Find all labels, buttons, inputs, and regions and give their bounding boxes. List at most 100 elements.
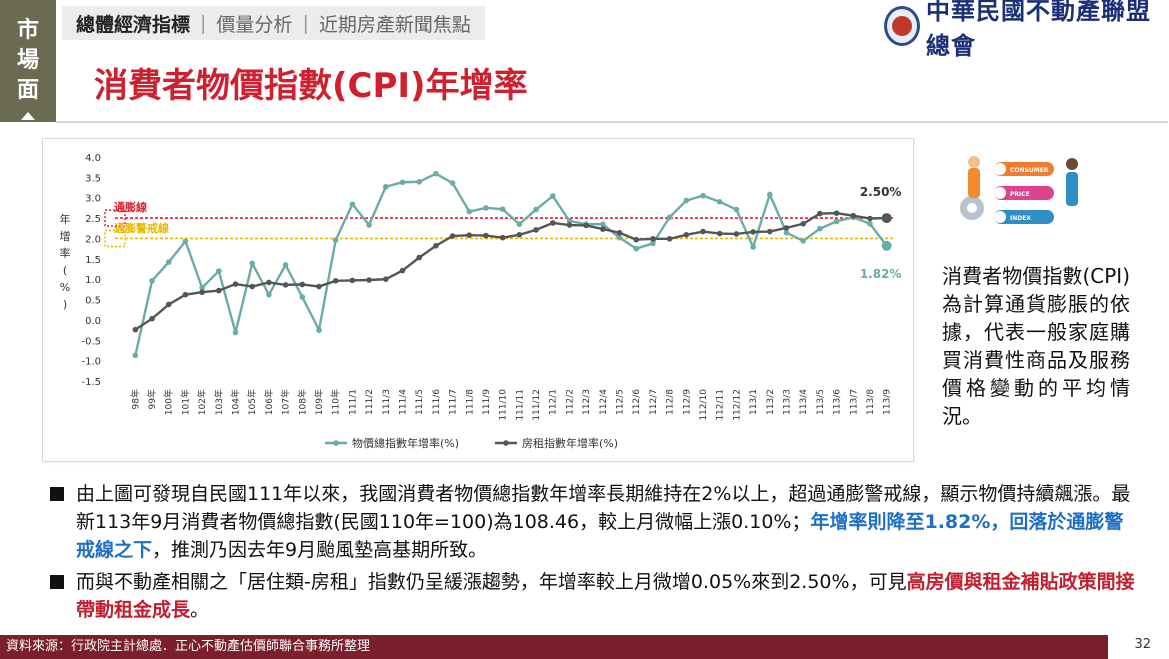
x-tick-label: 112/3 xyxy=(582,389,592,415)
cpi-illustration: CONSUMER PRICE INDEX xyxy=(960,156,1078,224)
data-point xyxy=(266,279,272,286)
seal-icon xyxy=(884,6,921,46)
data-point xyxy=(132,326,139,333)
x-tick-label: 101年 xyxy=(179,389,191,415)
data-point xyxy=(817,225,823,232)
data-point xyxy=(566,222,573,228)
bullet-tail: ，推測乃因去年9月颱風墊高基期所致。 xyxy=(152,539,488,561)
x-tick-label: 113/6 xyxy=(833,389,843,415)
x-tick-label: 113/5 xyxy=(816,389,826,415)
bullet-list: 由上圖可發現自民國111年以來，我國消費者物價總指數年增率長期維持在2%以上，超… xyxy=(48,480,1138,628)
y-tick-label: 2.0 xyxy=(85,234,101,245)
data-point xyxy=(733,206,740,213)
data-point xyxy=(382,276,389,282)
data-point xyxy=(783,225,790,231)
y-axis-label-char: 年 xyxy=(60,212,71,226)
x-tick-label: 111/9 xyxy=(482,389,492,415)
nav-separator: | xyxy=(200,12,207,34)
y-axis-label-char: % xyxy=(60,281,70,294)
y-axis-label-char: 率 xyxy=(60,246,71,260)
illus-label-price: PRICE xyxy=(1010,191,1030,198)
logo: 中華民國不動產聯盟總會 xyxy=(884,0,1169,60)
data-point xyxy=(149,278,155,284)
x-tick-label: 112/11 xyxy=(716,389,726,421)
legend-label: 房租指數年增率(%) xyxy=(522,436,618,450)
data-point xyxy=(800,238,806,244)
data-point xyxy=(366,277,372,283)
data-point xyxy=(249,283,256,290)
x-tick-label: 113/3 xyxy=(782,389,792,415)
data-point xyxy=(216,268,222,274)
x-tick-label: 111/3 xyxy=(382,389,392,415)
data-point xyxy=(433,170,439,177)
ref-box xyxy=(104,209,126,227)
x-tick-label: 112/4 xyxy=(599,389,609,415)
data-point xyxy=(199,289,205,296)
y-tick-label: -0.5 xyxy=(81,336,101,347)
data-point xyxy=(533,227,539,233)
x-tick-label: 112/2 xyxy=(565,389,575,415)
y-axis-label-char: ) xyxy=(63,298,67,311)
ref-line-label: 通膨警戒線 xyxy=(114,221,169,235)
bullet-square-icon xyxy=(50,575,64,589)
data-point xyxy=(633,245,640,252)
data-point xyxy=(533,206,539,213)
data-point xyxy=(499,234,506,241)
data-point xyxy=(316,283,322,290)
data-point xyxy=(499,206,506,212)
up-arrow-icon xyxy=(21,112,35,120)
data-point xyxy=(449,180,456,186)
data-point xyxy=(766,228,773,235)
data-point xyxy=(332,278,339,284)
data-point xyxy=(817,210,823,217)
data-point xyxy=(249,260,256,267)
nav-tab-news[interactable]: 近期房產新聞焦點 xyxy=(318,13,471,36)
y-tick-label: 3.5 xyxy=(85,173,101,184)
x-tick-label: 103年 xyxy=(213,389,225,415)
data-point xyxy=(583,222,589,229)
data-point xyxy=(132,352,139,359)
bullet-highlight: 年增率則降至1.82%，回落於通膨警戒線之下 xyxy=(76,511,1124,561)
data-point xyxy=(867,215,873,222)
x-tick-label: 102年 xyxy=(196,389,208,415)
data-point xyxy=(282,282,289,288)
page-number: 32 xyxy=(1134,637,1151,652)
data-point xyxy=(566,218,573,224)
page-title: 消費者物價指數(CPI)年增率 xyxy=(94,66,528,106)
data-point xyxy=(733,231,740,237)
x-tick-label: 111/7 xyxy=(449,389,459,415)
y-tick-label: 0.0 xyxy=(85,316,101,327)
y-tick-label: 4.0 xyxy=(85,153,101,164)
data-point xyxy=(332,237,339,243)
x-tick-label: 112/8 xyxy=(666,389,676,415)
ref-box xyxy=(104,229,126,248)
x-tick-label: 111/5 xyxy=(415,389,425,415)
bullet-square-icon xyxy=(50,487,64,501)
series-line xyxy=(134,212,887,331)
data-point xyxy=(466,208,473,215)
legend-marker xyxy=(503,440,509,446)
annotation-label: 2.50% xyxy=(860,185,902,199)
data-point xyxy=(182,238,189,245)
nav-tab-price-volume[interactable]: 價量分析 xyxy=(216,13,293,36)
data-point xyxy=(666,236,673,242)
x-tick-label: 98年 xyxy=(129,389,141,409)
annotation-label: 1.82% xyxy=(860,267,902,281)
legend-marker xyxy=(333,440,339,446)
x-tick-label: 100年 xyxy=(163,389,175,415)
x-tick-label: 111/4 xyxy=(398,389,408,415)
data-point xyxy=(299,294,306,300)
x-tick-label: 112/9 xyxy=(682,389,692,415)
x-tick-label: 113/4 xyxy=(799,389,809,415)
x-tick-label: 111/10 xyxy=(499,389,509,421)
x-tick-label: 113/1 xyxy=(749,389,759,415)
x-tick-label: 106年 xyxy=(263,389,275,415)
data-point xyxy=(182,291,189,298)
y-tick-label: -1.0 xyxy=(81,357,101,368)
data-point xyxy=(483,205,489,211)
y-tick-label: 1.0 xyxy=(85,275,101,286)
data-point xyxy=(165,301,172,308)
nav-tab-macro[interactable]: 總體經濟指標 xyxy=(76,13,191,36)
x-tick-label: 112/1 xyxy=(549,389,559,415)
x-tick-label: 108年 xyxy=(296,389,308,415)
